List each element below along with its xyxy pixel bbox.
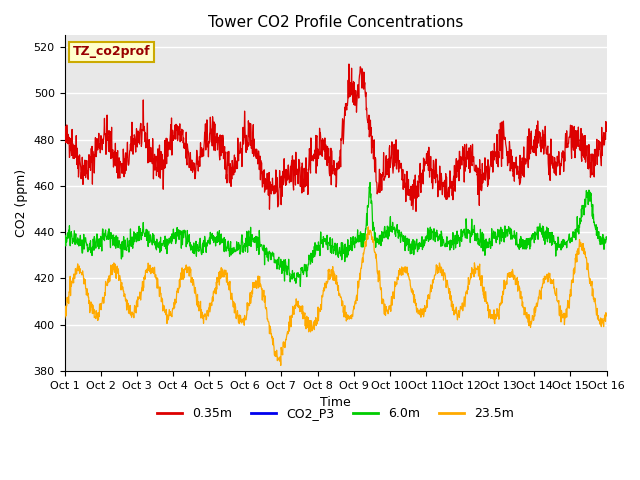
6.0m — [168, 231, 176, 237]
CO2_P3 — [242, 373, 250, 379]
CO2_P3 — [61, 373, 68, 379]
CO2_P3 — [603, 373, 611, 379]
CO2_P3 — [181, 373, 189, 379]
6.0m — [603, 236, 611, 241]
6.0m — [539, 234, 547, 240]
23.5m — [277, 362, 285, 368]
0.35m — [181, 144, 189, 150]
0.35m — [168, 152, 176, 158]
0.35m — [603, 125, 611, 131]
23.5m — [181, 266, 189, 272]
CO2_P3 — [490, 373, 498, 379]
Line: 0.35m: 0.35m — [65, 64, 607, 211]
6.0m — [296, 284, 304, 289]
Line: 23.5m: 23.5m — [65, 227, 607, 365]
CO2_P3 — [168, 373, 176, 379]
0.35m — [412, 208, 420, 214]
0.35m — [61, 134, 68, 140]
6.0m — [420, 243, 428, 249]
23.5m — [168, 314, 176, 320]
6.0m — [492, 229, 499, 235]
6.0m — [366, 180, 374, 185]
23.5m — [539, 281, 547, 287]
23.5m — [364, 224, 372, 230]
23.5m — [61, 316, 68, 322]
0.35m — [345, 61, 353, 67]
Legend: 0.35m, CO2_P3, 6.0m, 23.5m: 0.35m, CO2_P3, 6.0m, 23.5m — [152, 402, 518, 425]
23.5m — [603, 313, 611, 319]
0.35m — [539, 129, 547, 135]
6.0m — [181, 228, 189, 234]
CO2_P3 — [420, 373, 428, 379]
23.5m — [492, 312, 499, 317]
23.5m — [242, 317, 250, 323]
0.35m — [420, 156, 428, 162]
6.0m — [242, 235, 250, 241]
Title: Tower CO2 Profile Concentrations: Tower CO2 Profile Concentrations — [208, 15, 463, 30]
X-axis label: Time: Time — [320, 396, 351, 409]
23.5m — [420, 309, 428, 315]
Line: 6.0m: 6.0m — [65, 182, 607, 287]
0.35m — [492, 150, 499, 156]
Y-axis label: CO2 (ppm): CO2 (ppm) — [15, 169, 28, 237]
6.0m — [61, 235, 68, 241]
CO2_P3 — [538, 373, 546, 379]
Text: TZ_co2prof: TZ_co2prof — [73, 46, 150, 59]
0.35m — [242, 144, 250, 150]
